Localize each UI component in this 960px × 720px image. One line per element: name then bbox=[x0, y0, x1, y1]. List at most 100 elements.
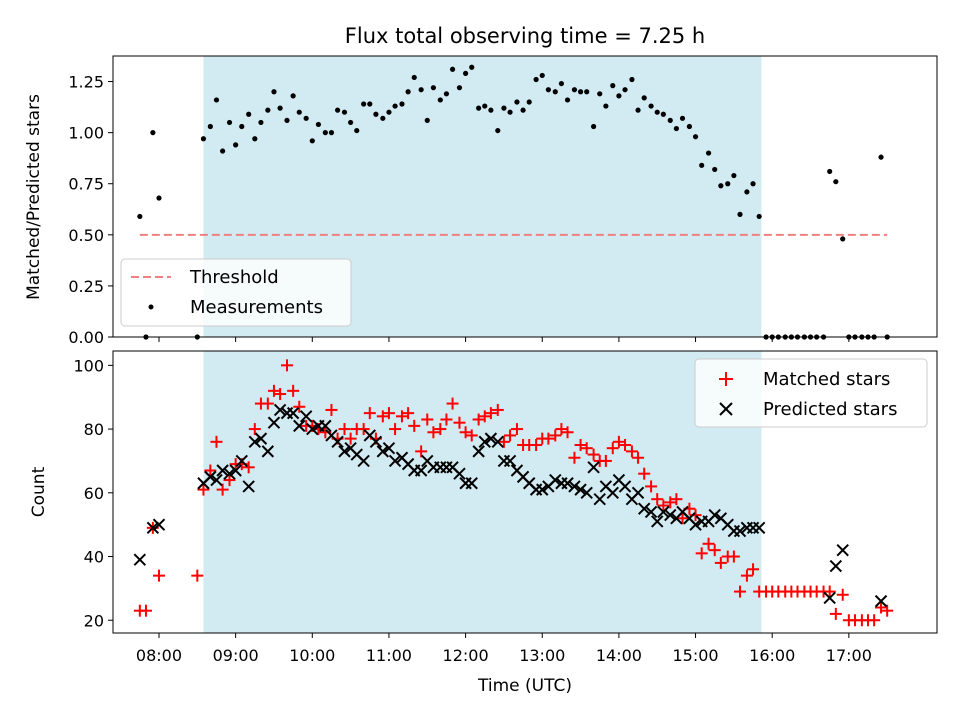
measurement-point bbox=[725, 181, 731, 187]
predicted-star-point bbox=[568, 480, 581, 493]
x-tick-label: 17:00 bbox=[826, 646, 872, 665]
matched-star-point bbox=[152, 569, 165, 582]
measurement-point bbox=[271, 89, 277, 95]
predicted-star-point bbox=[242, 480, 255, 493]
bottom-y-tick-label: 20 bbox=[84, 611, 104, 630]
predicted-star-point bbox=[503, 454, 517, 468]
measurement-point bbox=[411, 74, 417, 81]
measurement-point bbox=[495, 127, 501, 134]
measurement-point bbox=[648, 103, 654, 109]
measurement-point bbox=[756, 213, 762, 220]
predicted-star-point bbox=[216, 464, 229, 477]
matched-star-point bbox=[427, 426, 440, 439]
measurement-point bbox=[258, 119, 264, 126]
predicted-star-point bbox=[210, 473, 223, 487]
predicted-star-point bbox=[286, 406, 300, 420]
matched-star-point bbox=[504, 429, 517, 442]
predicted-star-point bbox=[338, 445, 351, 458]
predicted-star-point bbox=[319, 419, 332, 433]
matched-star-point bbox=[402, 407, 415, 420]
measurement-point bbox=[367, 101, 373, 107]
matched-star-point bbox=[727, 550, 740, 563]
measurement-point bbox=[449, 66, 456, 72]
measurement-point bbox=[322, 130, 328, 136]
matched-star-point bbox=[440, 413, 453, 426]
measurement-point bbox=[309, 138, 315, 144]
matched-star-point bbox=[549, 429, 562, 442]
matched-star-point bbox=[695, 547, 708, 560]
measurement-point bbox=[718, 183, 724, 189]
predicted-star-point bbox=[644, 505, 658, 519]
matched-star-point bbox=[261, 397, 274, 410]
measurement-point bbox=[424, 117, 430, 123]
predicted-star-point bbox=[465, 477, 478, 490]
measurement-point bbox=[584, 89, 590, 95]
measurement-point bbox=[150, 130, 156, 136]
measurement-point bbox=[679, 115, 686, 121]
matched-star-point bbox=[619, 439, 632, 451]
top-plot-frame bbox=[112, 55, 938, 338]
predicted-star-point bbox=[152, 518, 166, 531]
top-legend: Threshold Measurements bbox=[120, 258, 352, 327]
predicted-star-point bbox=[631, 486, 645, 500]
measurement-point bbox=[348, 119, 354, 126]
matched-star-point bbox=[216, 483, 229, 496]
measurement-point bbox=[328, 130, 335, 136]
matched-star-point bbox=[267, 384, 280, 397]
predicted-star-point bbox=[235, 454, 248, 468]
measurement-point bbox=[469, 64, 475, 70]
top-legend-box bbox=[120, 258, 352, 327]
predicted-star-point bbox=[223, 467, 236, 480]
predicted-star-point bbox=[574, 483, 587, 496]
predicted-star-point bbox=[248, 435, 262, 449]
bottom-y-axis-label: Count bbox=[29, 466, 49, 517]
x-tick-label: 13:00 bbox=[519, 646, 565, 665]
matched-star-point bbox=[446, 397, 459, 410]
matched-star-point bbox=[478, 410, 491, 423]
measurement-point bbox=[577, 89, 584, 95]
matched-star-point bbox=[580, 442, 593, 455]
measurement-point bbox=[552, 89, 558, 95]
matched-star-point bbox=[287, 384, 300, 397]
measurement-point bbox=[686, 123, 693, 130]
legend-matched-swatch bbox=[719, 372, 733, 386]
measurement-point bbox=[507, 109, 513, 115]
matched-star-point bbox=[434, 423, 447, 436]
matched-star-point bbox=[881, 604, 894, 617]
measurement-point bbox=[380, 115, 386, 121]
predicted-star-point bbox=[267, 416, 281, 429]
bottom-y-tick-label: 100 bbox=[73, 356, 104, 375]
measurement-point bbox=[386, 109, 392, 115]
measurement-point bbox=[476, 105, 482, 111]
matched-star-point bbox=[561, 426, 574, 439]
measurement-point bbox=[635, 107, 641, 113]
bottom-plot: 20 40 60 80 100 08:00 09:00 10:00 11:00 12:00 13:0… bbox=[29, 350, 938, 696]
top-plot: 0.00 0.25 0.50 0.75 1.00 1.25 Matched/Predict… bbox=[24, 55, 938, 347]
measurement-point bbox=[226, 119, 233, 126]
predicted-star-point bbox=[472, 445, 485, 458]
measurement-point bbox=[137, 213, 143, 220]
measurement-point bbox=[597, 91, 603, 97]
measurement-point bbox=[545, 87, 551, 93]
measurement-point bbox=[564, 97, 571, 103]
predicted-star-point bbox=[689, 518, 702, 531]
matched-star-point bbox=[599, 454, 612, 467]
predicted-star-point bbox=[657, 505, 670, 519]
measurement-point bbox=[252, 136, 258, 142]
matched-star-point bbox=[363, 407, 376, 420]
matched-star-point bbox=[829, 607, 842, 620]
matched-star-point bbox=[421, 413, 434, 426]
measurement-point bbox=[200, 136, 207, 142]
matched-star-point bbox=[510, 423, 523, 436]
measurement-point bbox=[501, 105, 507, 111]
top-y-tick-label: 0.50 bbox=[68, 226, 104, 245]
measurement-point bbox=[405, 89, 411, 95]
matched-star-point bbox=[242, 461, 255, 474]
measurement-point bbox=[833, 179, 839, 185]
chart-title: Flux total observing time = 7.25 h bbox=[345, 24, 705, 48]
measurement-point bbox=[692, 134, 699, 140]
matched-star-point bbox=[465, 429, 478, 442]
top-y-tick-label: 1.25 bbox=[68, 73, 104, 92]
predicted-star-point bbox=[133, 553, 147, 566]
